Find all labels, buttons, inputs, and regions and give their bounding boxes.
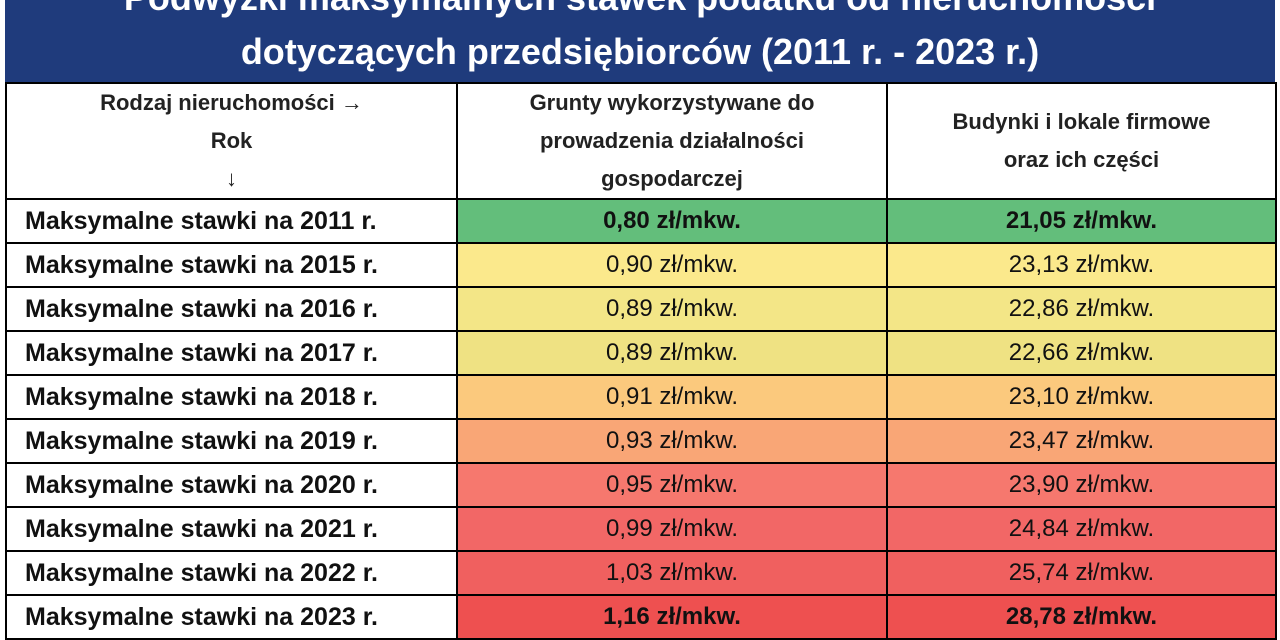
- row-label: Maksymalne stawki na 2019 r.: [5, 418, 458, 464]
- rate-cell: 23,90 zł/mkw.: [886, 462, 1277, 508]
- rate-cell: 23,13 zł/mkw.: [886, 242, 1277, 288]
- column-header-line: ↓: [226, 166, 237, 191]
- data-row: Maksymalne stawki na 2015 r. 0,90 zł/mkw.…: [5, 242, 1277, 288]
- rate-cell: 1,03 zł/mkw.: [456, 550, 888, 596]
- column-header-line: Rok: [210, 128, 253, 153]
- rate-cell: 0,89 zł/mkw.: [456, 330, 888, 376]
- rate-cell: 0,80 zł/mkw.: [456, 198, 888, 244]
- column-header-line: Budynki i lokale firmowe: [952, 109, 1211, 134]
- column-header-line: oraz ich części: [1003, 147, 1160, 172]
- rates-table: Rodzaj nieruchomości → Rok ↓ Grunty wykorzy…: [5, 82, 1277, 640]
- rate-cell: 1,16 zł/mkw.: [456, 594, 888, 640]
- data-row: Maksymalne stawki na 2016 r. 0,89 zł/mkw.…: [5, 286, 1277, 332]
- rate-cell: 0,91 zł/mkw.: [456, 374, 888, 420]
- rate-cell: 0,95 zł/mkw.: [456, 462, 888, 508]
- row-label: Maksymalne stawki na 2015 r.: [5, 242, 458, 288]
- data-row: Maksymalne stawki na 2023 r. 1,16 zł/mkw.…: [5, 594, 1277, 640]
- header-row: Rodzaj nieruchomości → Rok ↓ Grunty wykorzy…: [5, 82, 1277, 200]
- data-row: Maksymalne stawki na 2011 r. 0,80 zł/mkw.…: [5, 198, 1277, 244]
- rate-cell: 22,86 zł/mkw.: [886, 286, 1277, 332]
- column-header: Rodzaj nieruchomości → Rok ↓: [5, 82, 458, 200]
- data-row: Maksymalne stawki na 2020 r. 0,95 zł/mkw.…: [5, 462, 1277, 508]
- column-header-line: Rodzaj nieruchomości →: [100, 90, 363, 115]
- rate-cell: 0,89 zł/mkw.: [456, 286, 888, 332]
- title-line: dotyczących przedsiębiorców (2011 r. - 2…: [240, 31, 1040, 72]
- data-row: Maksymalne stawki na 2022 r. 1,03 zł/mkw.…: [5, 550, 1277, 596]
- rate-cell: 24,84 zł/mkw.: [886, 506, 1277, 552]
- rate-cell: 0,90 zł/mkw.: [456, 242, 888, 288]
- rate-cell: 23,47 zł/mkw.: [886, 418, 1277, 464]
- row-label: Maksymalne stawki na 2016 r.: [5, 286, 458, 332]
- row-label: Maksymalne stawki na 2021 r.: [5, 506, 458, 552]
- row-label: Maksymalne stawki na 2017 r.: [5, 330, 458, 376]
- column-header-line: gospodarczej: [601, 166, 743, 191]
- column-header-line: Grunty wykorzystywane do: [529, 90, 815, 115]
- row-label: Maksymalne stawki na 2018 r.: [5, 374, 458, 420]
- row-label: Maksymalne stawki na 2022 r.: [5, 550, 458, 596]
- rate-cell: 28,78 zł/mkw.: [886, 594, 1277, 640]
- column-header: Budynki i lokale firmowe oraz ich części: [886, 82, 1277, 200]
- title-bar: Podwyżki maksymalnych stawek podatku od …: [5, 0, 1275, 82]
- data-row: Maksymalne stawki na 2017 r. 0,89 zł/mkw.…: [5, 330, 1277, 376]
- data-row: Maksymalne stawki na 2021 r. 0,99 zł/mkw.…: [5, 506, 1277, 552]
- column-header: Grunty wykorzystywane do prowadzenia dzia…: [456, 82, 888, 200]
- rate-cell: 25,74 zł/mkw.: [886, 550, 1277, 596]
- data-row: Maksymalne stawki na 2018 r. 0,91 zł/mkw.…: [5, 374, 1277, 420]
- row-label: Maksymalne stawki na 2023 r.: [5, 594, 458, 640]
- data-row: Maksymalne stawki na 2019 r. 0,93 zł/mkw.…: [5, 418, 1277, 464]
- rate-cell: 0,93 zł/mkw.: [456, 418, 888, 464]
- rate-cell: 22,66 zł/mkw.: [886, 330, 1277, 376]
- column-header-line: prowadzenia działalności: [539, 128, 805, 153]
- rate-cell: 21,05 zł/mkw.: [886, 198, 1277, 244]
- rate-cell: 0,99 zł/mkw.: [456, 506, 888, 552]
- row-label: Maksymalne stawki na 2011 r.: [5, 198, 458, 244]
- row-label: Maksymalne stawki na 2020 r.: [5, 462, 458, 508]
- title-line: Podwyżki maksymalnych stawek podatku od …: [5, 0, 1275, 18]
- rate-cell: 23,10 zł/mkw.: [886, 374, 1277, 420]
